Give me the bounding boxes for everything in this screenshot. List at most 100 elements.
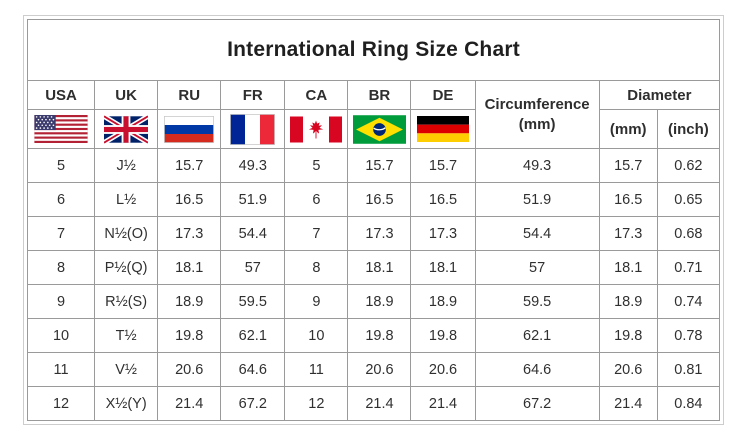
cell-ca: 7 xyxy=(284,216,349,251)
cell-fr: 67.2 xyxy=(220,386,286,421)
cell-fr: 64.6 xyxy=(220,352,286,387)
cell-ru: 17.3 xyxy=(157,216,222,251)
flag-cell-ru xyxy=(157,109,222,149)
column-header-diameter-mm: (mm) xyxy=(598,109,658,149)
cell-fr: 57 xyxy=(220,250,286,285)
cell-ca: 5 xyxy=(284,148,349,183)
ru-flag-icon xyxy=(164,115,215,143)
circumference-label: Circumference xyxy=(484,96,590,113)
cell-circumference-mm: 59.5 xyxy=(474,284,600,319)
cell-uk: L½ xyxy=(94,182,159,217)
table-row: 11 V½ 20.6 64.6 11 20.6 20.6 64.6 20.6 0.81 xyxy=(26,352,721,387)
cell-br: 17.3 xyxy=(347,216,412,251)
cell-circumference-mm: 54.4 xyxy=(474,216,600,251)
column-header-br: BR xyxy=(347,80,412,110)
cell-diameter-mm: 19.8 xyxy=(598,318,658,353)
table-row: 9 R½(S) 18.9 59.5 9 18.9 18.9 59.5 18.9 0.74 xyxy=(26,284,721,319)
cell-circumference-mm: 67.2 xyxy=(474,386,600,421)
flag-cell-uk xyxy=(94,109,159,149)
cell-ru: 20.6 xyxy=(157,352,222,387)
column-header-uk: UK xyxy=(94,80,159,110)
cell-circumference-mm: 62.1 xyxy=(474,318,600,353)
cell-ca: 6 xyxy=(284,182,349,217)
fr-flag-icon xyxy=(230,113,276,145)
cell-diameter-mm: 15.7 xyxy=(598,148,658,183)
cell-diameter-mm: 17.3 xyxy=(598,216,658,251)
uk-flag-icon xyxy=(104,114,149,144)
table-row: 5 J½ 15.7 49.3 5 15.7 15.7 49.3 15.7 0.62 xyxy=(26,148,721,183)
cell-circumference-mm: 57 xyxy=(474,250,600,285)
column-header-diameter: Diameter xyxy=(598,80,721,110)
flag-cell-fr xyxy=(220,109,286,149)
br-flag-icon xyxy=(352,114,406,144)
cell-ru: 19.8 xyxy=(157,318,222,353)
column-header-fr: FR xyxy=(220,80,286,110)
flag-cell-usa xyxy=(26,109,96,149)
de-flag-icon xyxy=(417,116,469,142)
table-row: 12 X½(Y) 21.4 67.2 12 21.4 21.4 67.2 21.4 0.84 xyxy=(26,386,721,421)
table-body: 5 J½ 15.7 49.3 5 15.7 15.7 49.3 15.7 0.62 6 L½ 16.5 5… xyxy=(26,148,721,421)
cell-ca: 10 xyxy=(284,318,349,353)
column-header-ca: CA xyxy=(284,80,349,110)
cell-ca: 11 xyxy=(284,352,349,387)
cell-fr: 62.1 xyxy=(220,318,286,353)
cell-circumference-mm: 64.6 xyxy=(474,352,600,387)
cell-diameter-inch: 0.68 xyxy=(656,216,721,251)
cell-de: 19.8 xyxy=(410,318,476,353)
cell-uk: R½(S) xyxy=(94,284,159,319)
cell-uk: T½ xyxy=(94,318,159,353)
cell-br: 18.9 xyxy=(347,284,412,319)
cell-usa: 5 xyxy=(26,148,96,183)
cell-usa: 9 xyxy=(26,284,96,319)
ring-size-table: International Ring Size Chart USA UK RU … xyxy=(26,19,721,421)
column-header-usa: USA xyxy=(26,80,96,110)
cell-de: 15.7 xyxy=(410,148,476,183)
column-header-de: DE xyxy=(410,80,476,110)
cell-diameter-inch: 0.78 xyxy=(656,318,721,353)
cell-fr: 54.4 xyxy=(220,216,286,251)
cell-de: 16.5 xyxy=(410,182,476,217)
cell-ca: 9 xyxy=(284,284,349,319)
cell-diameter-mm: 21.4 xyxy=(598,386,658,421)
cell-de: 21.4 xyxy=(410,386,476,421)
cell-ru: 16.5 xyxy=(157,182,222,217)
cell-uk: J½ xyxy=(94,148,159,183)
table-row: 8 P½(Q) 18.1 57 8 18.1 18.1 57 18.1 0.71 xyxy=(26,250,721,285)
cell-diameter-inch: 0.81 xyxy=(656,352,721,387)
cell-br: 16.5 xyxy=(347,182,412,217)
cell-uk: N½(O) xyxy=(94,216,159,251)
cell-ru: 21.4 xyxy=(157,386,222,421)
cell-ru: 18.1 xyxy=(157,250,222,285)
cell-diameter-inch: 0.62 xyxy=(656,148,721,183)
flag-row: (mm) (inch) xyxy=(26,109,721,149)
cell-de: 18.1 xyxy=(410,250,476,285)
flag-cell-de xyxy=(410,109,476,149)
table-row: 7 N½(O) 17.3 54.4 7 17.3 17.3 54.4 17.3 0.68 xyxy=(26,216,721,251)
cell-br: 18.1 xyxy=(347,250,412,285)
cell-diameter-mm: 18.9 xyxy=(598,284,658,319)
flag-cell-ca xyxy=(284,109,349,149)
ring-size-chart: International Ring Size Chart USA UK RU … xyxy=(23,15,724,425)
cell-ca: 12 xyxy=(284,386,349,421)
cell-uk: P½(Q) xyxy=(94,250,159,285)
cell-diameter-mm: 20.6 xyxy=(598,352,658,387)
cell-br: 19.8 xyxy=(347,318,412,353)
ca-flag-icon xyxy=(290,116,343,142)
page-title: International Ring Size Chart xyxy=(27,19,720,81)
cell-usa: 7 xyxy=(26,216,96,251)
column-header-diameter-inch: (inch) xyxy=(656,109,721,149)
cell-usa: 8 xyxy=(26,250,96,285)
us-flag-icon xyxy=(34,115,88,143)
cell-usa: 11 xyxy=(26,352,96,387)
cell-br: 20.6 xyxy=(347,352,412,387)
flag-cell-br xyxy=(347,109,412,149)
column-label-row: USA UK RU FR CA BR DE Circumference (mm)… xyxy=(26,80,721,149)
cell-diameter-inch: 0.74 xyxy=(656,284,721,319)
cell-usa: 12 xyxy=(26,386,96,421)
cell-uk: X½(Y) xyxy=(94,386,159,421)
cell-diameter-inch: 0.65 xyxy=(656,182,721,217)
table-row: 6 L½ 16.5 51.9 6 16.5 16.5 51.9 16.5 0.65 xyxy=(26,182,721,217)
cell-br: 15.7 xyxy=(347,148,412,183)
cell-ru: 18.9 xyxy=(157,284,222,319)
cell-uk: V½ xyxy=(94,352,159,387)
